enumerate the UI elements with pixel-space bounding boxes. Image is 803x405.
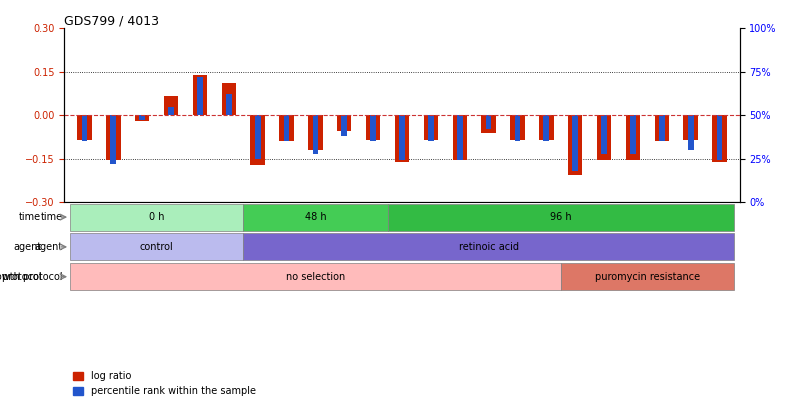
Bar	[394, 115, 409, 162]
Bar	[110, 115, 116, 164]
Bar	[365, 115, 380, 140]
Bar	[82, 115, 88, 141]
Text: no selection: no selection	[285, 272, 344, 282]
Bar	[625, 115, 639, 160]
Bar	[596, 115, 610, 160]
Bar	[336, 115, 351, 131]
Text: growth protocol: growth protocol	[0, 272, 41, 282]
Text: agent: agent	[35, 242, 63, 252]
Bar	[226, 94, 231, 115]
Text: control: control	[140, 242, 173, 252]
Text: retinoic acid: retinoic acid	[458, 242, 518, 252]
Bar	[711, 115, 726, 162]
Bar	[539, 115, 552, 140]
Bar	[398, 115, 405, 160]
FancyBboxPatch shape	[70, 204, 243, 230]
Bar	[279, 115, 293, 141]
Text: time: time	[19, 212, 41, 222]
Bar	[452, 115, 467, 160]
Bar	[715, 115, 721, 160]
Bar	[135, 115, 149, 121]
Bar	[456, 115, 462, 160]
Bar	[654, 115, 668, 141]
Text: 0 h: 0 h	[149, 212, 165, 222]
Bar	[423, 115, 438, 140]
Bar	[687, 115, 693, 150]
Legend: log ratio, percentile rank within the sample: log ratio, percentile rank within the sa…	[69, 367, 259, 400]
FancyBboxPatch shape	[560, 263, 733, 290]
Text: 48 h: 48 h	[304, 212, 326, 222]
Bar	[283, 115, 289, 141]
Text: 96 h: 96 h	[549, 212, 571, 222]
Bar	[193, 75, 207, 115]
Bar	[543, 115, 548, 141]
FancyBboxPatch shape	[387, 204, 733, 230]
Bar	[485, 115, 491, 129]
Bar	[251, 115, 264, 164]
Text: agent: agent	[13, 242, 41, 252]
Text: growth protocol: growth protocol	[0, 272, 63, 282]
Bar	[255, 115, 260, 159]
Bar	[308, 115, 322, 150]
Bar	[168, 107, 173, 115]
Bar	[510, 115, 524, 140]
Bar	[427, 115, 433, 141]
Bar	[164, 96, 178, 115]
Bar	[341, 115, 347, 136]
Bar	[567, 115, 581, 175]
Bar	[630, 115, 635, 153]
Bar	[106, 115, 120, 160]
Bar	[572, 115, 577, 171]
FancyBboxPatch shape	[70, 234, 243, 260]
Bar	[658, 115, 664, 141]
Bar	[683, 115, 697, 140]
Bar	[312, 115, 318, 153]
Bar	[197, 77, 202, 115]
Bar	[481, 115, 495, 133]
Bar	[77, 115, 92, 140]
FancyBboxPatch shape	[70, 263, 560, 290]
Bar	[370, 115, 376, 141]
FancyBboxPatch shape	[243, 234, 733, 260]
Text: time: time	[41, 212, 63, 222]
Bar	[514, 115, 520, 141]
Bar	[139, 115, 145, 120]
Text: puromycin resistance: puromycin resistance	[594, 272, 699, 282]
Text: GDS799 / 4013: GDS799 / 4013	[64, 14, 159, 27]
Bar	[601, 115, 606, 153]
FancyBboxPatch shape	[243, 204, 387, 230]
Bar	[222, 83, 236, 115]
